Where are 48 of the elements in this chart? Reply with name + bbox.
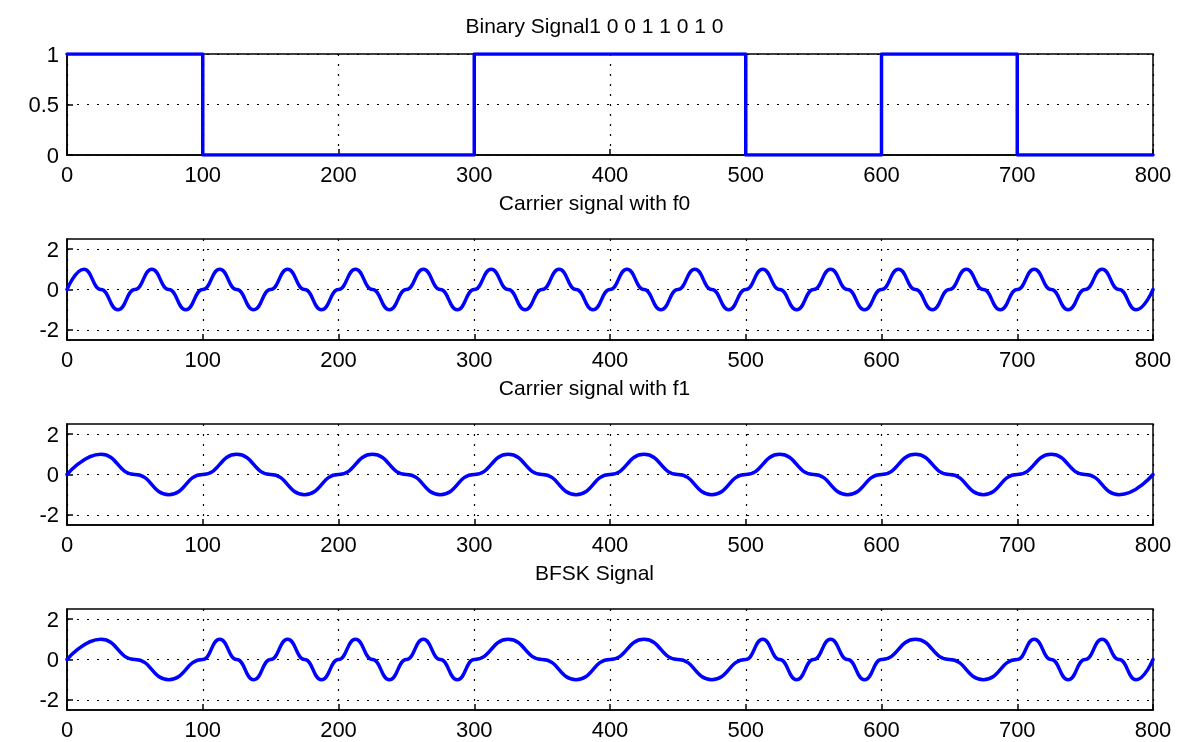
x-tick-label: 500 (727, 716, 765, 742)
y-tick-label: 2 (46, 236, 59, 262)
x-tick-label: 700 (998, 346, 1036, 372)
y-tick-label: 2 (46, 606, 59, 632)
x-tick-label: 100 (184, 531, 222, 557)
x-tick-label: 400 (591, 716, 629, 742)
y-tick-label: 2 (46, 421, 59, 447)
x-tick-label: 600 (863, 161, 900, 187)
x-tick-label: 800 (1134, 346, 1172, 372)
x-tick-label: 400 (591, 531, 629, 557)
x-tick-label: 600 (863, 346, 900, 372)
chart-title: Binary Signal1 0 0 1 1 0 1 0 (465, 14, 724, 37)
x-tick-label: 500 (727, 346, 765, 372)
x-tick-label: 100 (184, 346, 222, 372)
x-tick-label: 800 (1134, 716, 1172, 742)
y-tick-label: 0 (46, 647, 59, 672)
x-tick-label: 500 (727, 161, 765, 187)
y-tick-label: 0 (46, 277, 59, 302)
x-tick-label: 400 (591, 161, 629, 187)
x-tick-label: 800 (1134, 531, 1172, 557)
y-tick-label: 1 (46, 41, 59, 67)
x-tick-label: 200 (320, 531, 357, 557)
x-tick-label: 100 (184, 161, 222, 187)
x-tick-label: 700 (998, 716, 1036, 742)
x-tick-label: 300 (455, 161, 493, 187)
x-tick-label: 600 (863, 531, 900, 557)
y-tick-label: 0 (46, 142, 59, 168)
x-tick-label: 300 (455, 716, 493, 742)
y-tick-label: -2 (39, 317, 59, 343)
x-tick-label: 600 (863, 716, 900, 742)
x-tick-label: 100 (184, 716, 222, 742)
x-tick-label: 700 (998, 531, 1036, 557)
chart-title: Carrier signal with f0 (498, 191, 691, 214)
chart-title: Carrier signal with f1 (498, 376, 691, 399)
x-tick-label: 200 (320, 716, 357, 742)
y-tick-label: -2 (39, 687, 59, 713)
x-tick-label: 200 (320, 161, 357, 187)
y-tick-label: -2 (39, 502, 59, 528)
chart-title: BFSK Signal (534, 561, 655, 584)
x-tick-label: 300 (455, 531, 493, 557)
x-tick-label: 300 (455, 346, 493, 372)
y-tick-label: 0.5 (28, 92, 59, 117)
x-tick-label: 400 (591, 346, 629, 372)
y-tick-label: 0 (46, 462, 59, 487)
x-tick-label: 800 (1134, 161, 1172, 187)
x-tick-label: 200 (320, 346, 357, 372)
x-tick-label: 500 (727, 531, 765, 557)
x-tick-label: 700 (998, 161, 1036, 187)
